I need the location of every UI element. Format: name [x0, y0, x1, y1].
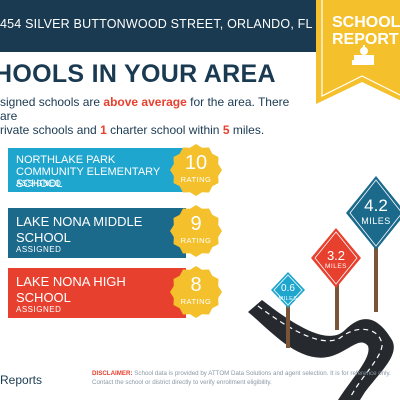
rating-value: 9 [190, 213, 202, 235]
school-tag: ASSIGNED [16, 305, 62, 314]
rating-label: RATING [180, 297, 212, 306]
school-card: NORTHLAKE PARK COMMUNITY ELEMENTARY SCHO… [8, 148, 186, 192]
badge-title: SCHOOL REPORT [332, 14, 400, 48]
property-address: 454 SILVER BUTTONWOOD STREET, ORLANDO, F… [0, 17, 352, 31]
school-tag: ASSIGNED [16, 245, 62, 254]
school-tag: ASSIGNED [16, 179, 62, 188]
distance-sign: 4.2 MILES [346, 176, 400, 250]
distance-value: 4.2 [364, 196, 388, 215]
disclaimer: DISCLAIMER: School data is provided by A… [92, 370, 391, 386]
brand-logo: Reports [0, 373, 43, 387]
school-card: LAKE NONA HIGH SCHOOL ASSIGNED [8, 268, 186, 318]
school-card: LAKE NONA MIDDLE SCHOOL ASSIGNED [8, 208, 186, 258]
rating-value: 8 [190, 274, 202, 296]
school-name: LAKE NONA HIGH SCHOOL [16, 274, 126, 305]
distance-unit: MILES [361, 216, 391, 226]
school-name: LAKE NONA MIDDLE SCHOOL [16, 214, 143, 245]
rating-seal: 10 RATING [170, 144, 222, 196]
distance-value: 0.6 [281, 283, 295, 294]
distance-unit: MILES [278, 296, 298, 302]
distance-sign: 0.6 MILES [271, 272, 305, 308]
page-title: HOOLS IN YOUR AREA [0, 60, 276, 88]
rating-seal: 8 RATING [170, 266, 222, 318]
rating-label: RATING [180, 175, 212, 184]
rating-value: 10 [184, 152, 208, 174]
school-report-badge [316, 0, 400, 104]
books-icon [352, 45, 374, 65]
distance-sign: 3.2 MILES [311, 228, 361, 288]
rating-label: RATING [180, 236, 212, 245]
intro-text: signed schools are above average for the… [0, 95, 290, 137]
sign-post [335, 284, 339, 330]
rating-seal: 9 RATING [170, 205, 222, 257]
distance-value: 3.2 [326, 248, 346, 263]
distance-unit: MILES [324, 263, 347, 270]
school-name: NORTHLAKE PARK COMMUNITY ELEMENTARY SCHO… [16, 154, 161, 190]
